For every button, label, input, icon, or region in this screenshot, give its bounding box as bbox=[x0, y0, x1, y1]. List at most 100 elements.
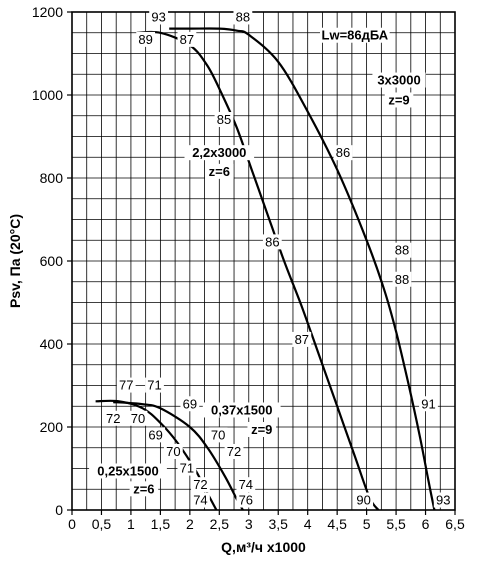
series-line-1 bbox=[136, 30, 380, 511]
annotation-background bbox=[128, 410, 148, 426]
annotation-label: 72 bbox=[106, 411, 120, 426]
annotation-background bbox=[236, 477, 256, 493]
x-tick-label: 5 bbox=[363, 516, 371, 532]
annotation-background bbox=[180, 396, 200, 412]
annotation-label: 87 bbox=[295, 332, 309, 347]
annotation-label: 87 bbox=[180, 32, 194, 47]
annotation-background bbox=[208, 427, 228, 443]
annotation-label: 71 bbox=[147, 378, 161, 393]
annotation-label: 3x3000 bbox=[377, 73, 420, 88]
annotation-label: z=6 bbox=[133, 481, 154, 496]
annotation-background bbox=[392, 242, 412, 258]
annotation-label: 0,37x1500 bbox=[211, 402, 272, 417]
annotation-label: 69 bbox=[183, 396, 197, 411]
annotation-background bbox=[146, 427, 166, 443]
x-tick-label: 4,5 bbox=[327, 516, 347, 532]
tick-labels: 0 0,5 1 1,5 2 2,5 3 3,5 4 4,5 5 5,5 6 6,5 0 200 400 600 80… bbox=[32, 4, 465, 532]
annotation-label: 93 bbox=[151, 9, 165, 24]
annotation-background bbox=[205, 163, 234, 179]
y-tick-label: 800 bbox=[40, 170, 64, 186]
y-axis-label: Psv, Па (20°С) bbox=[7, 214, 23, 308]
annotation-background bbox=[233, 9, 253, 25]
annotation-label: 88 bbox=[236, 9, 250, 24]
annotation-label: 0,25x1500 bbox=[97, 463, 158, 478]
x-tick-label: 2 bbox=[186, 516, 194, 532]
y-tick-label: 1000 bbox=[32, 87, 63, 103]
annotation-background bbox=[320, 27, 390, 43]
y-tick-label: 400 bbox=[40, 336, 64, 352]
x-tick-label: 4 bbox=[304, 516, 312, 532]
x-tick-label: 3,5 bbox=[268, 516, 288, 532]
x-tick-label: 3 bbox=[245, 516, 253, 532]
annotation-background bbox=[214, 111, 234, 127]
annotation-label: 70 bbox=[166, 444, 180, 459]
annotation-background bbox=[384, 92, 414, 108]
annotation-label: 86 bbox=[265, 234, 279, 249]
annotation-background bbox=[177, 460, 197, 476]
annotation-label: 70 bbox=[211, 427, 225, 442]
x-tick-label: 2,5 bbox=[210, 516, 230, 532]
annotation-label: 74 bbox=[239, 477, 253, 492]
annotation-label: 90 bbox=[356, 493, 370, 508]
annotation-background bbox=[103, 410, 123, 426]
annotation-background bbox=[116, 377, 136, 393]
annotation-label: 69 bbox=[148, 427, 162, 442]
x-axis-label: Q,м³/ч x1000 bbox=[221, 539, 306, 555]
annotation-background bbox=[419, 396, 438, 412]
annotation-label: 70 bbox=[131, 411, 145, 426]
annotation-background bbox=[333, 145, 353, 161]
annotation-label: 2,2x3000 bbox=[192, 145, 246, 160]
annotation-background bbox=[247, 421, 277, 437]
annotation-background bbox=[136, 31, 156, 47]
x-tick-label: 6,5 bbox=[445, 516, 465, 532]
annotation-background bbox=[292, 331, 312, 347]
annotation-background bbox=[354, 492, 374, 508]
annotation-background bbox=[224, 443, 244, 459]
x-tick-label: 6 bbox=[422, 516, 430, 532]
annotation-label: 76 bbox=[239, 493, 253, 508]
x-tick-label: 5,5 bbox=[386, 516, 406, 532]
annotation-label: z=6 bbox=[209, 164, 230, 179]
annotation-background bbox=[163, 443, 183, 459]
x-tick-label: 0,5 bbox=[92, 516, 112, 532]
x-tick-label: 0 bbox=[68, 516, 76, 532]
annotation-background bbox=[149, 9, 169, 25]
annotation-label: 93 bbox=[436, 493, 450, 508]
annotation-label: 85 bbox=[217, 112, 231, 127]
annotation-background bbox=[202, 402, 281, 418]
y-tick-label: 600 bbox=[40, 253, 64, 269]
annotation-background bbox=[392, 271, 412, 287]
annotation-background bbox=[145, 377, 164, 393]
x-tick-label: 1,5 bbox=[151, 516, 171, 532]
axes bbox=[67, 11, 456, 515]
annotation-background bbox=[191, 492, 210, 508]
series-line-2 bbox=[169, 27, 436, 511]
annotation-background bbox=[177, 31, 197, 47]
annotation-label: z=9 bbox=[388, 92, 409, 107]
x-tick-label: 1 bbox=[127, 516, 135, 532]
annotation-label: 89 bbox=[138, 32, 152, 47]
y-tick-label: 200 bbox=[40, 419, 64, 435]
y-tick-label: 0 bbox=[55, 502, 63, 518]
annotation-label: 72 bbox=[193, 477, 207, 492]
annotation-background bbox=[372, 72, 426, 88]
annotation-label: Lw=86дБА bbox=[322, 28, 389, 43]
annotation-background bbox=[262, 234, 282, 250]
annotations: 93 88 89 87 Lw=86дБА 3x3000 z=9 85 86 2,2x3000 z=6… bbox=[89, 9, 453, 508]
annotation-background bbox=[433, 492, 453, 508]
annotation-background bbox=[191, 477, 210, 493]
annotation-label: 88 bbox=[395, 272, 409, 287]
y-tick-label: 1200 bbox=[32, 4, 63, 20]
annotation-label: 72 bbox=[227, 444, 241, 459]
annotation-background bbox=[129, 481, 159, 497]
series-line-3 bbox=[113, 401, 244, 511]
annotation-label: 71 bbox=[180, 461, 194, 476]
annotation-background bbox=[89, 463, 167, 479]
annotation-label: 74 bbox=[193, 493, 207, 508]
annotation-label: z=9 bbox=[251, 422, 272, 437]
annotation-label: 77 bbox=[119, 378, 133, 393]
annotation-label: 88 bbox=[395, 243, 409, 258]
annotation-label: 86 bbox=[336, 145, 350, 160]
annotation-background bbox=[236, 492, 256, 508]
